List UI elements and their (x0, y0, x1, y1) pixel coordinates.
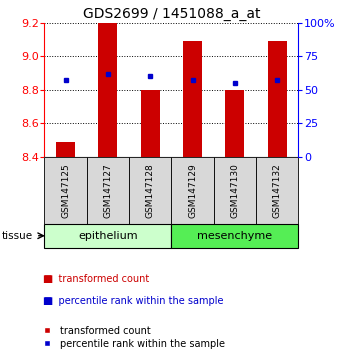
Text: mesenchyme: mesenchyme (197, 231, 272, 241)
Text: GSM147128: GSM147128 (146, 163, 155, 218)
Bar (44, 157, 87, 224)
Text: tissue: tissue (2, 231, 33, 241)
Bar (87, 157, 129, 224)
Text: GSM147132: GSM147132 (273, 163, 282, 218)
Text: epithelium: epithelium (78, 231, 138, 241)
Text: ■  percentile rank within the sample: ■ percentile rank within the sample (43, 296, 223, 306)
Bar (172, 224, 298, 248)
Text: GSM147129: GSM147129 (188, 163, 197, 218)
Text: ■: ■ (43, 296, 52, 306)
Bar (268, 41, 287, 157)
Text: ■: ■ (43, 274, 52, 284)
Bar (172, 157, 214, 224)
Bar (44, 224, 172, 248)
Legend: transformed count, percentile rank within the sample: transformed count, percentile rank withi… (42, 326, 225, 349)
Text: ■  transformed count: ■ transformed count (43, 274, 149, 284)
Bar (225, 90, 244, 157)
Text: GSM147125: GSM147125 (61, 163, 70, 218)
Bar (214, 157, 256, 224)
Bar (256, 157, 298, 224)
Text: GSM147130: GSM147130 (231, 163, 239, 218)
Bar (98, 23, 117, 157)
Bar (183, 41, 202, 157)
Bar (56, 142, 75, 157)
Bar (140, 90, 160, 157)
Bar (129, 157, 171, 224)
Text: GSM147127: GSM147127 (103, 163, 112, 218)
Title: GDS2699 / 1451088_a_at: GDS2699 / 1451088_a_at (83, 7, 260, 21)
